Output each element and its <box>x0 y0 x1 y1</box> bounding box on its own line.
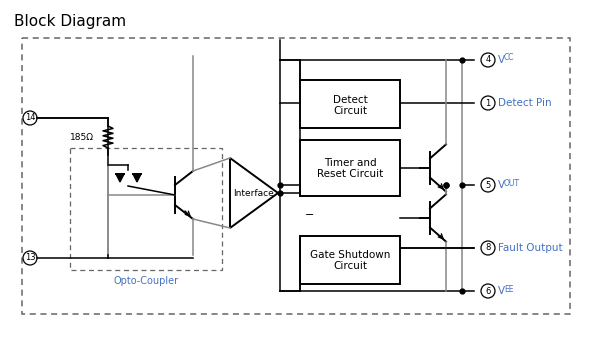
Text: Circuit: Circuit <box>333 261 367 271</box>
Polygon shape <box>300 236 400 284</box>
Polygon shape <box>300 140 400 196</box>
Text: −: − <box>305 210 314 220</box>
Text: 5: 5 <box>486 181 491 190</box>
Polygon shape <box>116 174 124 182</box>
Text: Detect Pin: Detect Pin <box>498 98 551 108</box>
Text: Detect: Detect <box>333 95 367 105</box>
Circle shape <box>23 251 37 265</box>
Text: 8: 8 <box>485 244 491 253</box>
Circle shape <box>23 111 37 125</box>
Circle shape <box>481 241 495 255</box>
Text: Block Diagram: Block Diagram <box>14 14 126 29</box>
Polygon shape <box>300 80 400 128</box>
Text: Timer and: Timer and <box>324 158 376 168</box>
Text: 6: 6 <box>485 286 491 295</box>
Text: CC: CC <box>504 54 515 63</box>
Text: 4: 4 <box>486 55 491 64</box>
Text: Opto-Coupler: Opto-Coupler <box>114 276 179 286</box>
Text: 13: 13 <box>25 253 36 262</box>
Circle shape <box>481 284 495 298</box>
Text: Gate Shutdown: Gate Shutdown <box>310 250 390 260</box>
Text: Circuit: Circuit <box>333 106 367 116</box>
Circle shape <box>481 53 495 67</box>
Circle shape <box>481 178 495 192</box>
Text: Interface: Interface <box>233 189 274 198</box>
Text: EE: EE <box>504 285 513 293</box>
Text: Fault Output: Fault Output <box>498 243 562 253</box>
Text: OUT: OUT <box>504 179 520 188</box>
Text: V: V <box>498 286 505 296</box>
Text: 14: 14 <box>25 113 35 122</box>
Text: 185Ω: 185Ω <box>70 133 94 142</box>
Text: V: V <box>498 55 505 65</box>
Polygon shape <box>133 174 141 182</box>
Circle shape <box>481 96 495 110</box>
Text: 1: 1 <box>486 98 491 108</box>
Text: Reset Circuit: Reset Circuit <box>317 169 383 179</box>
Text: V: V <box>498 180 505 190</box>
